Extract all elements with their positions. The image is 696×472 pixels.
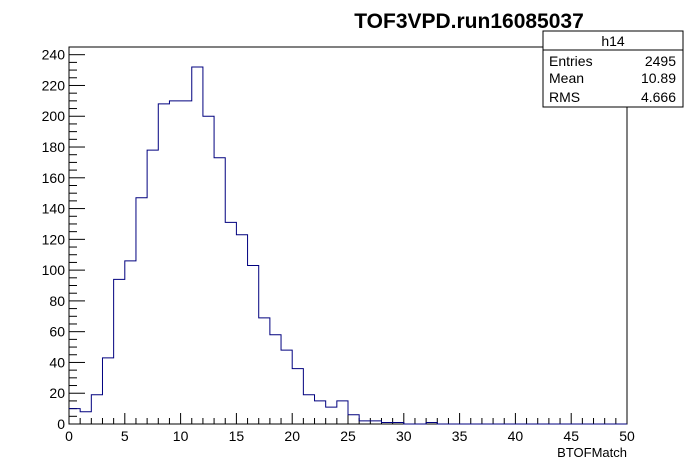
y-tick-label: 240 [42,47,66,63]
x-tick-label: 50 [619,428,635,444]
y-tick-label: 100 [42,262,66,278]
x-tick-label: 0 [65,428,73,444]
y-tick-label: 120 [42,231,66,247]
x-axis-title: BTOFMatch [557,445,627,460]
y-tick-label: 220 [42,77,66,93]
y-tick-label: 200 [42,108,66,124]
y-tick-label: 160 [42,170,66,186]
y-tick-label: 20 [49,385,65,401]
stats-box-name: h14 [601,33,625,49]
y-tick-label: 0 [57,416,65,432]
stats-rms-label: RMS [549,89,580,105]
y-tick-label: 80 [49,293,65,309]
x-tick-label: 35 [452,428,468,444]
y-tick-label: 60 [49,324,65,340]
x-tick-label: 15 [229,428,245,444]
histogram-series [69,66,627,425]
x-tick-label: 25 [340,428,356,444]
stats-entries-value: 2495 [645,53,676,69]
stats-box: h14 Entries 2495 Mean 10.89 RMS 4.666 [542,30,684,108]
stats-entries-label: Entries [549,53,593,69]
stats-rms-value: 4.666 [641,89,676,105]
y-axis: 0 20 40 60 80 100 120 140 160 180 200 220 240 [42,47,85,432]
x-tick-label: 5 [121,428,129,444]
x-tick-label: 45 [563,428,579,444]
x-axis: 0 5 10 15 20 25 30 35 40 45 50 [65,413,635,444]
x-tick-label: 20 [284,428,300,444]
y-tick-label: 40 [49,354,65,370]
chart-title: TOF3VPD.run16085037 [354,10,584,33]
stats-mean-label: Mean [549,70,584,86]
x-tick-label: 40 [508,428,524,444]
stats-mean-value: 10.89 [641,70,676,86]
x-tick-label: 30 [396,428,412,444]
y-tick-label: 180 [42,139,66,155]
x-tick-label: 10 [173,428,189,444]
y-tick-label: 140 [42,201,66,217]
